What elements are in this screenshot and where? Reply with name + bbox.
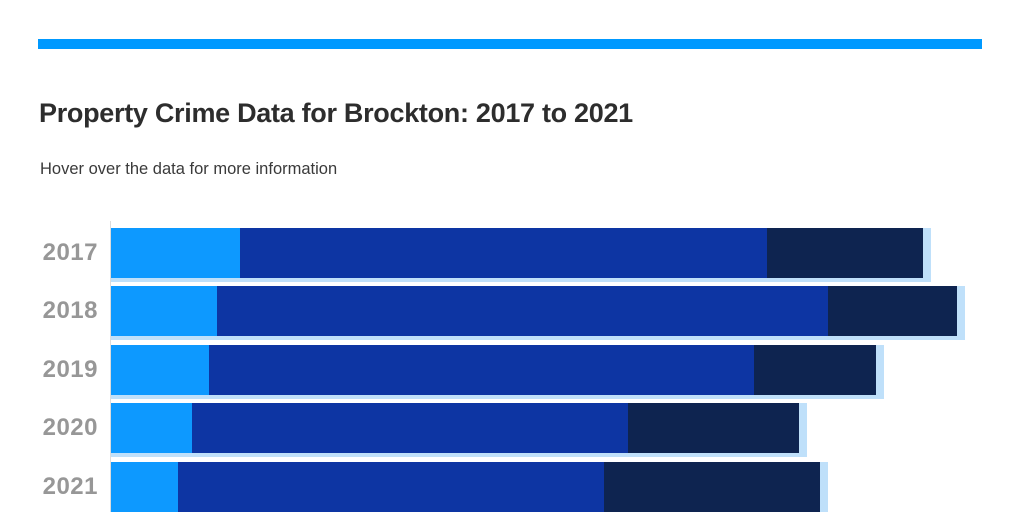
bar-segment-2018-segment-dark-navy[interactable] (828, 286, 957, 337)
year-label: 2020 (42, 414, 98, 442)
bar-segment-2021-segment-dark-navy[interactable] (604, 461, 820, 512)
bar-segment-2021-segment-light-blue[interactable] (111, 461, 178, 512)
chart-row-2019: 2019 (0, 344, 1024, 399)
bar-segment-2020-segment-dark-navy[interactable] (628, 403, 799, 454)
bar-segment-2018-segment-light-blue[interactable] (111, 286, 217, 337)
bar-segment-2018-segment-medium-blue[interactable] (217, 286, 828, 337)
bar-segment-2020-segment-medium-blue[interactable] (192, 403, 628, 454)
bar-segment-2017-segment-medium-blue[interactable] (240, 228, 767, 278)
bar-segment-2019-segment-light-blue[interactable] (111, 344, 209, 395)
bar-segment-2021-segment-medium-blue[interactable] (178, 461, 604, 512)
stacked-bar-2018 (111, 286, 965, 341)
chart-row-2018: 2018 (0, 286, 1024, 341)
chart-row-2021: 2021 (0, 461, 1024, 512)
page-title: Property Crime Data for Brockton: 2017 t… (39, 98, 633, 129)
bar-segment-2017-segment-light-blue[interactable] (111, 228, 240, 278)
bar-segment-2017-segment-dark-navy[interactable] (767, 228, 923, 278)
stacked-bar-2020 (111, 403, 807, 458)
chart-row-2020: 2020 (0, 403, 1024, 458)
bar-segment-2019-segment-dark-navy[interactable] (754, 344, 876, 395)
year-label: 2021 (42, 472, 98, 500)
chart-subtitle: Hover over the data for more information (40, 160, 338, 178)
stacked-bar-2021 (111, 461, 828, 512)
stacked-bar-2017 (111, 228, 931, 282)
chart-area: 2017 2018 2019 2020 2021 (0, 228, 1024, 512)
chart-row-2017: 2017 (0, 228, 1024, 282)
bar-segment-2020-segment-light-blue[interactable] (111, 403, 192, 454)
category-axis-line (110, 221, 111, 512)
year-label: 2017 (42, 239, 98, 266)
accent-rule (38, 39, 982, 49)
year-label: 2018 (42, 297, 98, 325)
year-label: 2019 (42, 355, 98, 383)
stacked-bar-2019 (111, 344, 884, 399)
bar-segment-2019-segment-medium-blue[interactable] (209, 344, 754, 395)
